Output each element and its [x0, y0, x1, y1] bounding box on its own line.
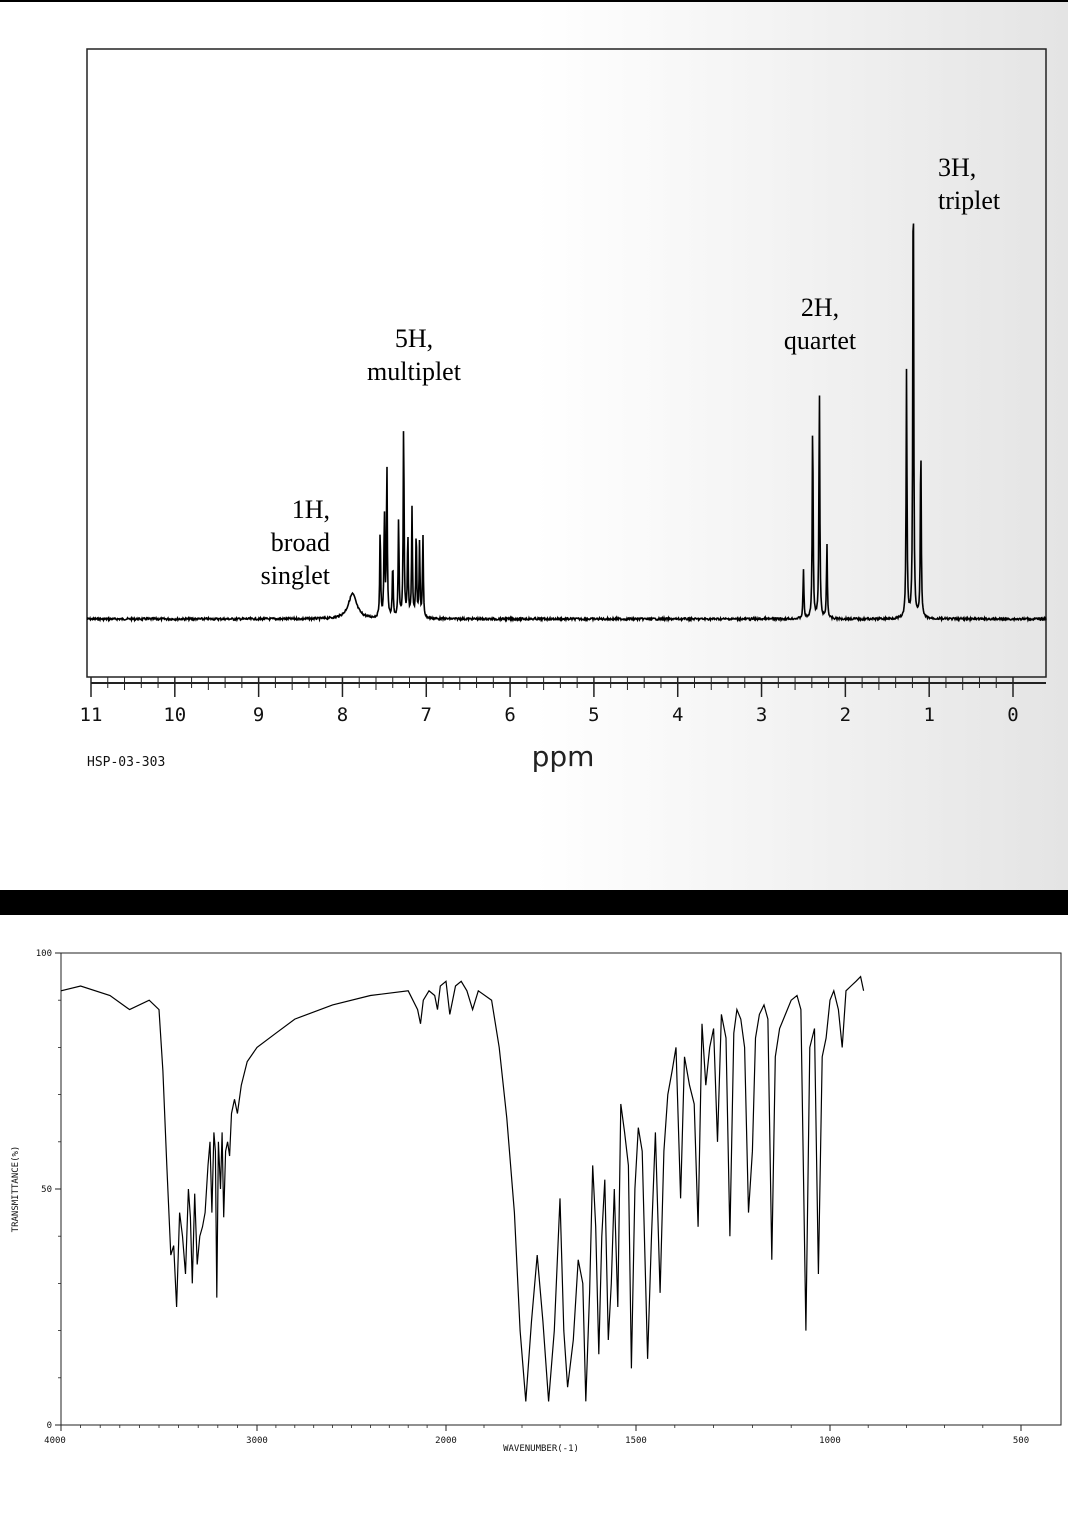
nmr-tick-label: 5 [588, 704, 599, 726]
ir-y-axis-label: TRANSMITTANCE(%) [11, 1146, 21, 1233]
nmr-annotation-group: 1H, broad singlet 5H, multiplet 2H, quartet 3H,… [261, 153, 1001, 590]
ir-y-tick-label: 0 [47, 1421, 52, 1431]
nmr-tick-label: 10 [163, 704, 186, 726]
nmr-peak-annotation: 1H, [292, 495, 330, 524]
ir-tick-group: 4000 3000 2000 1500 1000 500 0 50 100 [36, 949, 1029, 1446]
nmr-tick-label: 8 [337, 704, 348, 726]
ir-slide [0, 915, 1068, 1525]
nmr-peak-annotation: 5H, [395, 324, 433, 353]
nmr-tick-label: 1 [923, 704, 934, 726]
ir-y-tick-label: 50 [41, 1185, 52, 1195]
nmr-spectrum-code: HSP-03-303 [87, 755, 165, 770]
nmr-peak-annotation: singlet [261, 561, 331, 590]
ir-x-tick-label: 500 [1013, 1436, 1029, 1446]
nmr-tick-group: 11 10 9 8 7 6 5 4 3 2 1 0 [80, 677, 1019, 726]
nmr-peak-annotation: triplet [938, 186, 1001, 215]
nmr-peak-annotation: broad [271, 528, 330, 557]
top-rule [0, 0, 1068, 2]
nmr-tick-label: 9 [253, 704, 264, 726]
ir-spectrum-chart: 4000 3000 2000 1500 1000 500 0 50 100 TRANSMITTA… [11, 949, 1062, 1454]
nmr-peak-annotation: multiplet [367, 357, 462, 386]
nmr-peak-annotation: quartet [784, 326, 857, 355]
nmr-tick-label: 11 [80, 704, 103, 726]
nmr-x-axis-label: ppm [532, 740, 595, 773]
ir-x-tick-label: 1500 [625, 1436, 647, 1446]
nmr-peak-annotation: 3H, [938, 153, 976, 182]
nmr-tick-label: 2 [840, 704, 851, 726]
ir-y-tick-label: 100 [36, 949, 52, 959]
nmr-slide [0, 0, 1068, 890]
ir-trace [60, 975, 865, 1402]
ir-x-tick-label: 3000 [246, 1436, 268, 1446]
nmr-peak-annotation: 2H, [801, 293, 839, 322]
nmr-plot-frame [86, 48, 1047, 678]
ir-x-axis-label: WAVENUMBER(-1) [503, 1444, 579, 1454]
nmr-tick-label: 7 [421, 704, 432, 726]
nmr-tick-label: 6 [504, 704, 515, 726]
nmr-tick-label: 0 [1007, 704, 1018, 726]
ir-x-tick-label: 1000 [819, 1436, 841, 1446]
nmr-tick-label: 3 [756, 704, 767, 726]
ir-x-tick-label: 4000 [44, 1436, 66, 1446]
nmr-tick-label: 4 [672, 704, 683, 726]
slide-divider-bar [0, 890, 1068, 915]
ir-x-tick-label: 2000 [435, 1436, 457, 1446]
nmr-spectrum-chart: 11 10 9 8 7 6 5 4 3 2 1 0 1H,broadsinglet5H,multipl… [80, 48, 1047, 773]
nmr-trace [86, 223, 1047, 623]
